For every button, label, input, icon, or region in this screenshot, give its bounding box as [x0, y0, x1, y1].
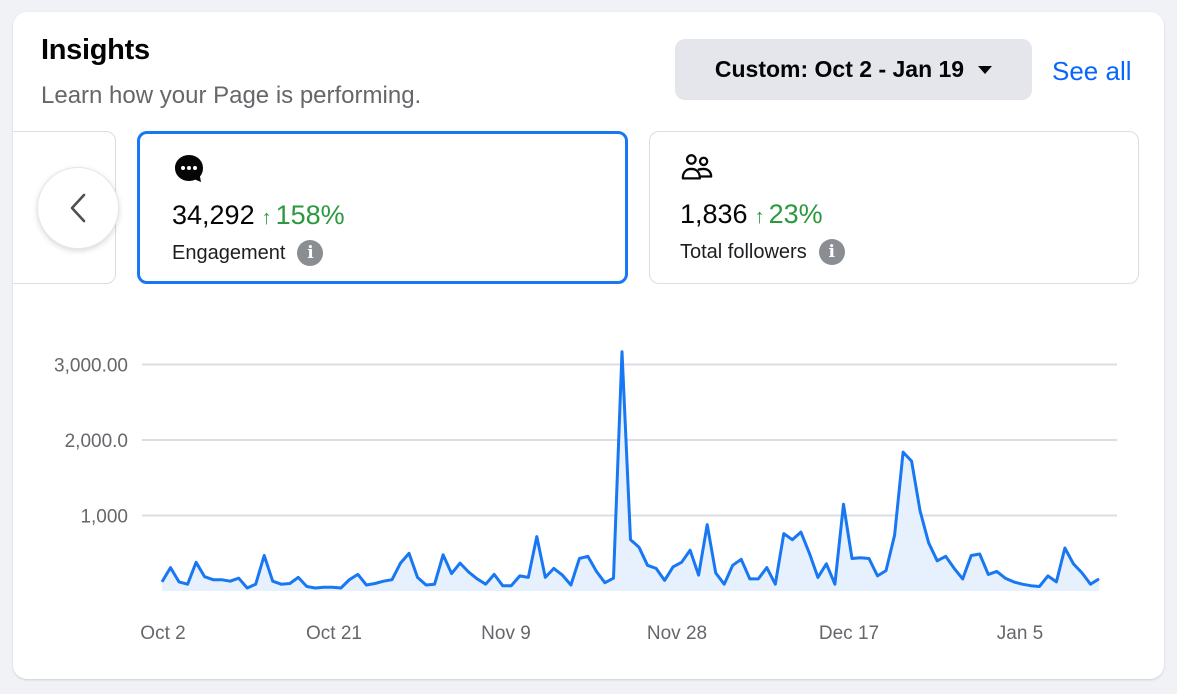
caret-down-icon [978, 65, 993, 74]
engagement-label-row: Engagement i [172, 240, 324, 266]
y-tick-label: 3,000.00 [54, 356, 128, 377]
engagement-value: 34,292 [172, 200, 255, 230]
x-tick-label: Nov 28 [647, 623, 707, 644]
x-tick-label: Nov 9 [481, 623, 531, 644]
arrow-up-icon: ↑ [754, 206, 765, 228]
followers-delta-value: 23% [768, 199, 823, 229]
followers-value-row: 1,836 ↑ 23% [680, 199, 823, 230]
info-icon[interactable]: i [818, 239, 845, 265]
x-tick-label: Oct 2 [140, 623, 185, 644]
insights-card: Insights Learn how your Page is performi… [13, 12, 1164, 679]
y-tick-label: 1,000 [80, 507, 128, 528]
followers-value: 1,836 [680, 199, 748, 229]
see-all-link[interactable]: See all [1052, 56, 1132, 86]
info-icon[interactable]: i [297, 240, 324, 266]
chat-bubble-icon [175, 155, 203, 182]
people-icon [681, 154, 713, 180]
engagement-label: Engagement [172, 241, 286, 264]
y-tick-label: 2,000.0 [65, 431, 128, 452]
x-tick-label: Dec 17 [819, 623, 879, 644]
date-range-label: Custom: Oct 2 - Jan 19 [714, 56, 965, 82]
metric-card-engagement[interactable]: 34,292 ↑ 158% Engagement i [137, 131, 628, 284]
date-range-dropdown[interactable]: Custom: Oct 2 - Jan 19 [675, 39, 1032, 100]
previous-metrics-button[interactable] [37, 167, 119, 249]
engagement-chart: 1,000 2,000.0 3,000.00 Oct 2 Oct 21 Nov 9 Nov… [54, 350, 1117, 644]
x-tick-label: Jan 5 [997, 623, 1043, 644]
chart-line [160, 350, 1100, 590]
y-axis-labels: 1,000 2,000.0 3,000.00 [54, 356, 128, 528]
page-title: Insights [41, 34, 150, 66]
arrow-up-icon: ↑ [261, 207, 272, 229]
followers-label-row: Total followers i [680, 239, 845, 265]
chart-area-fill [162, 351, 1099, 591]
engagement-value-row: 34,292 ↑ 158% [172, 200, 345, 231]
x-tick-label: Oct 21 [306, 623, 362, 644]
followers-label: Total followers [680, 240, 807, 263]
chevron-left-icon [70, 193, 86, 223]
x-axis-labels: Oct 2 Oct 21 Nov 9 Nov 28 Dec 17 Jan 5 [140, 623, 1043, 644]
page-subtitle: Learn how your Page is performing. [41, 82, 422, 109]
engagement-delta-value: 158% [275, 200, 345, 230]
metric-card-followers[interactable]: 1,836 ↑ 23% Total followers i [649, 131, 1139, 284]
engagement-delta: ↑ 158% [262, 200, 345, 231]
followers-delta: ↑ 23% [755, 199, 823, 230]
